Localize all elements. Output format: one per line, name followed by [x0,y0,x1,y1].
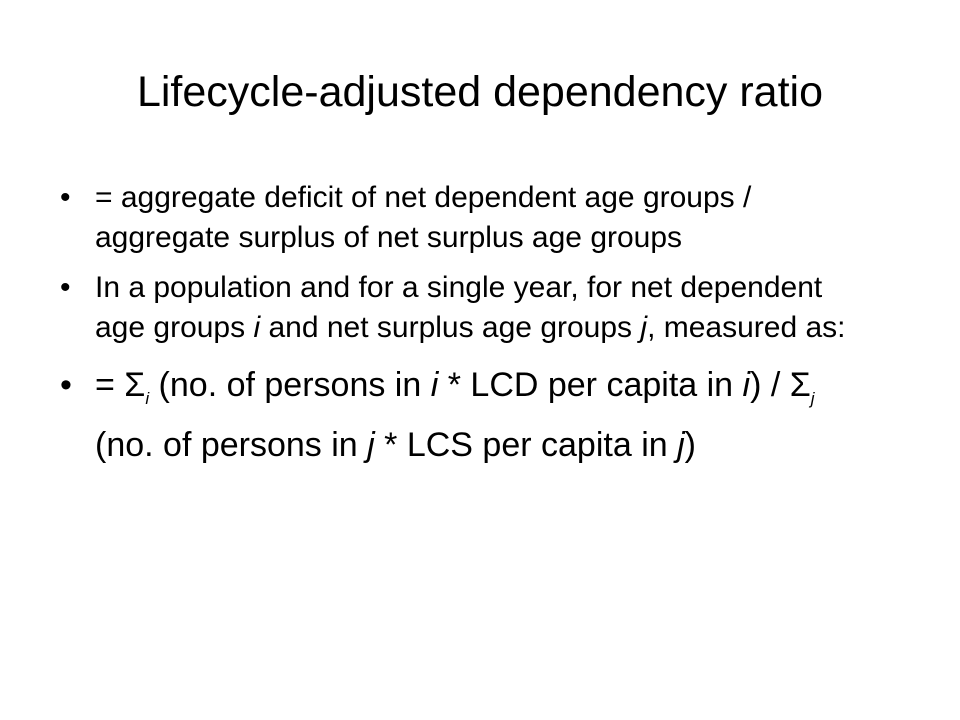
text-run: * LCD per capita in [438,366,743,404]
text-run: = aggregate deficit of net dependent age… [95,181,752,254]
sub-text: i [145,388,150,408]
bullet: In a population and for a single year, f… [60,268,860,348]
italic-text: j [367,425,375,464]
italic-text: i [430,366,439,404]
text-run: * LCS per capita in [374,425,678,464]
text-run: ) [684,425,696,464]
text-run: In a population and for a single year, f… [95,271,823,344]
sub-text: j [810,388,815,408]
text-run: , measured as: [647,311,846,344]
text-run: ) / Σ [750,366,811,404]
italic-text: j [677,425,685,464]
italic-text: i [253,311,261,344]
italic-text: i [742,366,751,404]
italic-text: j [640,311,648,344]
bullet-list: = aggregate deficit of net dependent age… [60,178,860,478]
slide-title: Lifecycle-adjusted dependency ratio [136,68,824,116]
bullet: = Σi (no. of persons in i * LCD per capi… [60,362,860,468]
text-run: and net surplus age groups [260,311,641,344]
text-run: (no. of persons in [95,425,368,464]
text-run: (no. of persons in [149,366,431,404]
bullet: = aggregate deficit of net dependent age… [60,178,860,258]
text-run: = Σ [95,366,146,404]
